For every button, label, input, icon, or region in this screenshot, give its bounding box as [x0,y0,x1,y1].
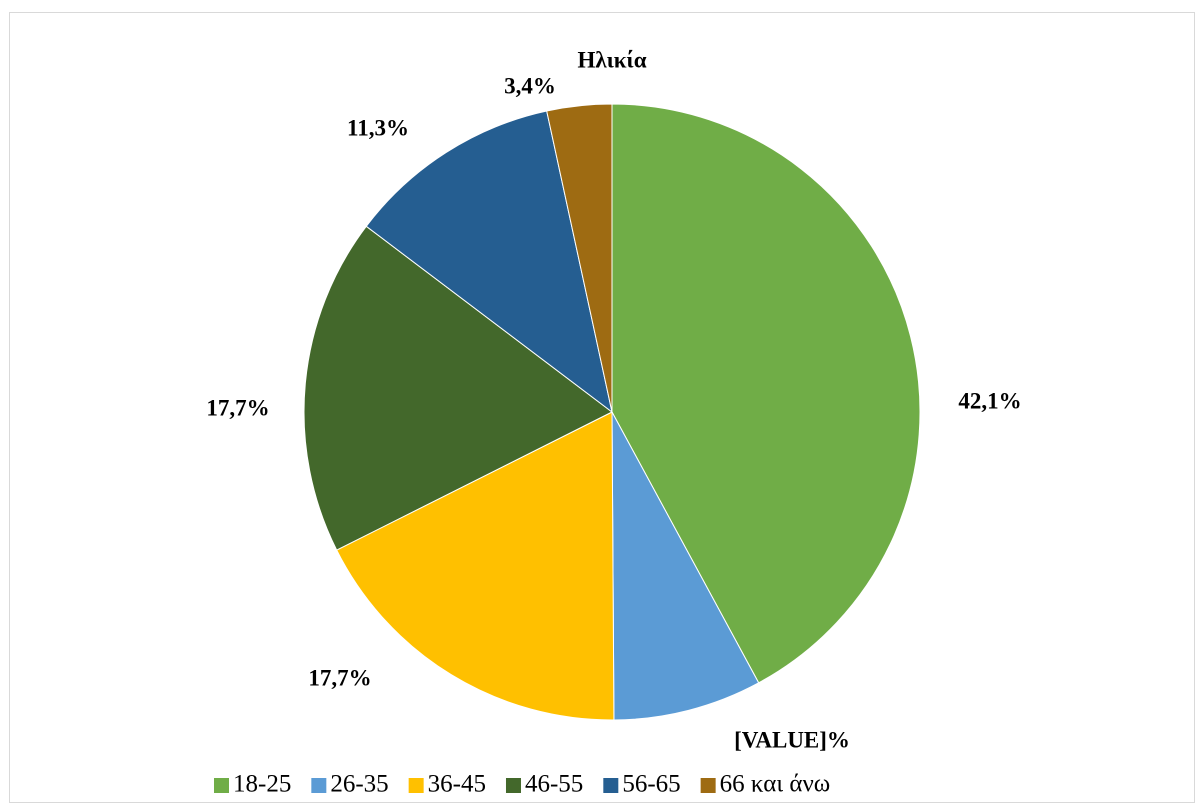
legend-swatch [603,778,619,793]
legend-label: 66 και άνω [720,771,831,798]
legend-swatch [700,778,716,793]
legend-label: 36-45 [428,771,486,798]
legend-swatch [311,778,327,793]
data-label: 17,7% [206,395,269,420]
pie-slice [303,225,613,551]
pie-slice [365,110,613,414]
data-label: 17,7% [308,665,371,690]
pie-slice [336,411,615,721]
legend-swatch [214,778,229,793]
legend-label: 56-65 [622,771,680,798]
legend-label: 26-35 [330,771,388,798]
pie-slice [611,103,921,684]
data-label: 3,4% [504,73,556,98]
data-label: [VALUE]% [734,727,850,752]
legend-label: 18-25 [233,771,291,798]
chart-title: Ηλικία [577,47,646,72]
pie-slice [546,103,613,413]
legend-label: 46-55 [525,771,583,798]
legend-swatch [408,778,424,793]
pie-slice [611,411,760,721]
data-label: 11,3% [347,115,409,140]
data-label: 42,1% [958,388,1021,413]
legend-swatch [505,778,521,793]
